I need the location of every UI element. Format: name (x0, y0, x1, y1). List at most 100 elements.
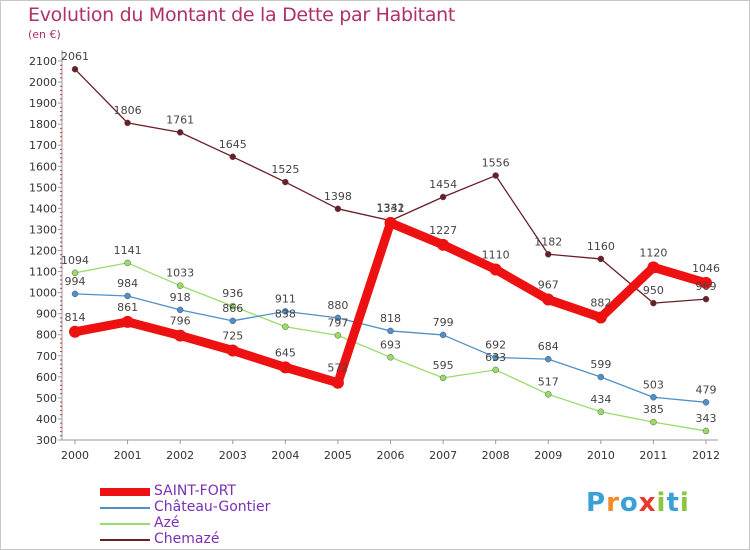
data-point (334, 205, 342, 213)
data-point (439, 193, 447, 201)
data-label: 1046 (692, 262, 720, 275)
data-label: 343 (696, 412, 717, 425)
data-point (71, 290, 79, 298)
data-point (176, 282, 184, 289)
data-point (439, 374, 447, 382)
legend-swatch (100, 507, 150, 509)
data-point (545, 391, 552, 398)
data-label: 725 (222, 330, 243, 343)
y-tick-label: 400 (36, 413, 57, 426)
data-point (124, 119, 131, 127)
data-label: 1342 (377, 202, 405, 215)
data-label: 1806 (114, 104, 142, 117)
data-point (542, 293, 555, 306)
logo-letter: o (619, 488, 639, 518)
legend-label: Azé (154, 515, 180, 531)
logo-letter: x (638, 488, 657, 518)
data-point (594, 311, 607, 324)
legend-item: Azé (100, 515, 340, 532)
data-label: 1141 (114, 244, 142, 257)
data-label: 880 (327, 299, 348, 312)
data-label: 838 (275, 308, 296, 321)
data-label: 1120 (639, 246, 667, 259)
data-label: 633 (485, 351, 506, 364)
data-point (176, 129, 184, 136)
x-tick-label: 2004 (271, 449, 299, 462)
data-point (387, 354, 394, 361)
data-label: 861 (117, 301, 138, 314)
data-label: 911 (275, 292, 296, 305)
x-tick-label: 2010 (587, 449, 615, 462)
data-point (71, 269, 79, 277)
data-point (650, 394, 657, 401)
data-point (71, 65, 79, 73)
data-label: 1398 (324, 190, 352, 203)
y-tick-label: 1600 (29, 160, 57, 173)
data-point (226, 344, 239, 357)
data-label: 814 (65, 311, 86, 324)
data-label: 599 (590, 358, 611, 371)
logo-letter: r (606, 488, 620, 518)
data-label: 385 (643, 403, 664, 416)
data-point (489, 263, 502, 276)
data-label: 994 (65, 275, 86, 288)
data-label: 693 (380, 338, 401, 351)
legend-item: Château-Gontier (100, 499, 340, 516)
data-point (650, 418, 657, 426)
data-label: 882 (590, 296, 611, 309)
legend-item: SAINT-FORT (100, 483, 340, 500)
data-label: 984 (117, 277, 138, 290)
legend-swatch (100, 539, 150, 541)
data-point (121, 315, 134, 328)
data-point (702, 399, 710, 406)
data-label: 479 (696, 383, 717, 396)
data-label: 1331 (377, 202, 405, 215)
data-label: 818 (380, 312, 401, 325)
y-tick-label: 1100 (29, 266, 57, 279)
legend-swatch (100, 523, 150, 525)
data-point (492, 366, 499, 374)
data-label: 434 (590, 393, 611, 406)
y-tick-label: 1900 (29, 97, 57, 110)
data-point (702, 295, 710, 303)
data-label: 969 (696, 280, 717, 293)
data-label: 1110 (482, 248, 510, 261)
x-tick-label: 2005 (324, 449, 352, 462)
x-tick-label: 2008 (482, 449, 510, 462)
y-tick-label: 800 (36, 329, 57, 342)
data-label: 1094 (61, 254, 89, 267)
data-point (384, 216, 397, 229)
data-point (229, 302, 236, 310)
data-point (334, 314, 342, 322)
data-point (597, 255, 605, 263)
x-tick-label: 2003 (219, 449, 247, 462)
data-label: 799 (433, 316, 454, 329)
data-label: 1525 (271, 163, 299, 176)
data-point (282, 178, 289, 186)
data-label: 572 (327, 362, 348, 375)
data-label: 503 (643, 378, 664, 391)
data-point (492, 172, 499, 179)
data-point (282, 308, 289, 315)
data-point (176, 306, 184, 314)
data-point (545, 251, 552, 258)
y-tick-label: 700 (36, 350, 57, 363)
data-label: 684 (538, 340, 559, 353)
data-point (437, 238, 450, 251)
data-point (124, 292, 131, 300)
data-point (545, 355, 552, 363)
x-tick-label: 2001 (114, 449, 142, 462)
data-point (650, 299, 657, 307)
y-tick-label: 1200 (29, 245, 57, 258)
logo-letter: i (656, 488, 667, 518)
data-point (334, 332, 342, 339)
legend-label: Chemazé (154, 531, 220, 547)
x-tick-label: 2000 (61, 449, 89, 462)
x-tick-label: 2012 (692, 449, 720, 462)
data-point (439, 331, 447, 339)
data-point (282, 323, 289, 330)
data-label: 1227 (429, 224, 457, 237)
data-label: 595 (433, 359, 454, 372)
data-point (387, 327, 394, 335)
